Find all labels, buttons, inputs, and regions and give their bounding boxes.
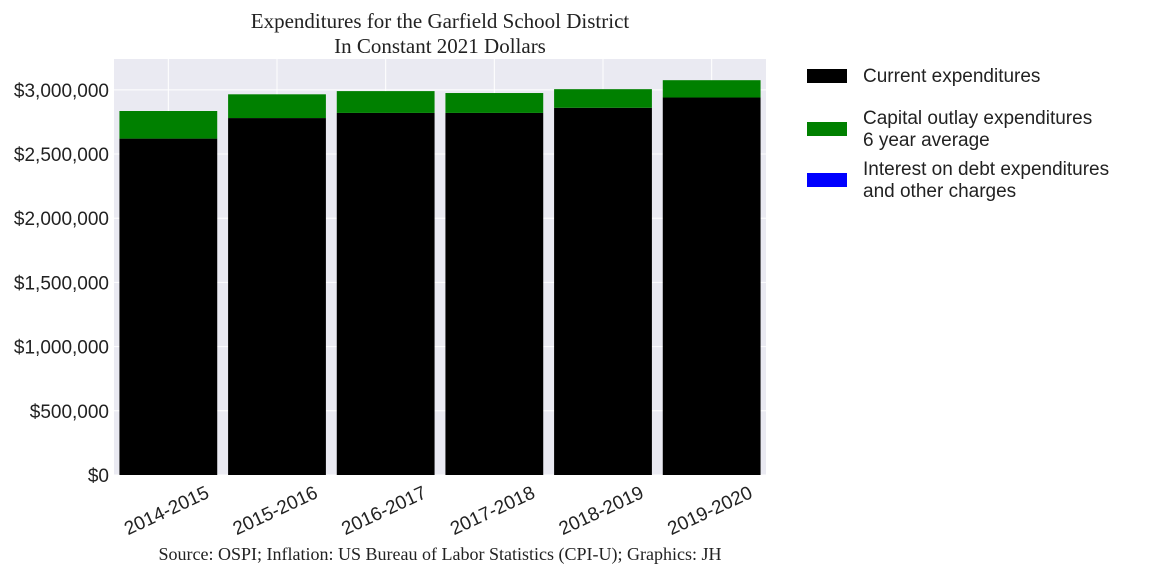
bar-segment — [337, 113, 435, 475]
y-tick-label: $0 — [88, 466, 109, 487]
y-tick-label: $2,500,000 — [14, 145, 109, 166]
bar-segment — [337, 91, 435, 113]
y-tick-label: $3,000,000 — [14, 81, 109, 102]
x-tick-label: 2017-2018 — [447, 482, 538, 539]
x-tick-label: 2014-2015 — [121, 482, 212, 539]
bar-segment — [228, 118, 326, 475]
x-tick-label: 2019-2020 — [665, 482, 756, 539]
legend-label: Capital outlay expenditures — [863, 108, 1092, 129]
legend-swatch — [807, 69, 847, 83]
legend-label: Current expenditures — [863, 66, 1040, 87]
legend-swatch — [807, 173, 847, 187]
legend-label: 6 year average — [863, 130, 990, 151]
bar-segment — [119, 139, 217, 475]
x-axis: 2014-2015 2015-2016 2016-2017 2017-2018 2018… — [121, 482, 756, 539]
bar-segment — [445, 93, 543, 113]
bar-segment — [554, 108, 652, 475]
y-axis: $0 $500,000 $1,000,000 $1,500,000 $2,000,000… — [14, 81, 109, 487]
x-tick-label: 2016-2017 — [339, 482, 430, 539]
bar-segment — [445, 113, 543, 475]
chart-subtitle: In Constant 2021 Dollars — [334, 34, 546, 58]
bar-segment — [554, 89, 652, 108]
y-tick-label: $1,000,000 — [14, 338, 109, 359]
legend: Current expenditures Capital outlay expen… — [807, 66, 1109, 202]
bar-segment — [663, 80, 761, 97]
chart-title: Expenditures for the Garfield School Dis… — [251, 9, 630, 33]
bar-segment — [663, 98, 761, 475]
x-tick-label: 2018-2019 — [556, 482, 647, 539]
y-tick-label: $2,000,000 — [14, 209, 109, 230]
bar-segment — [228, 94, 326, 118]
legend-swatch — [807, 122, 847, 136]
legend-label: and other charges — [863, 181, 1016, 202]
legend-label: Interest on debt expenditures — [863, 159, 1109, 180]
x-tick-label: 2015-2016 — [230, 482, 321, 539]
y-tick-label: $500,000 — [30, 402, 109, 423]
bar-segment — [119, 111, 217, 139]
y-tick-label: $1,500,000 — [14, 273, 109, 294]
source-note: Source: OSPI; Inflation: US Bureau of La… — [159, 544, 722, 565]
